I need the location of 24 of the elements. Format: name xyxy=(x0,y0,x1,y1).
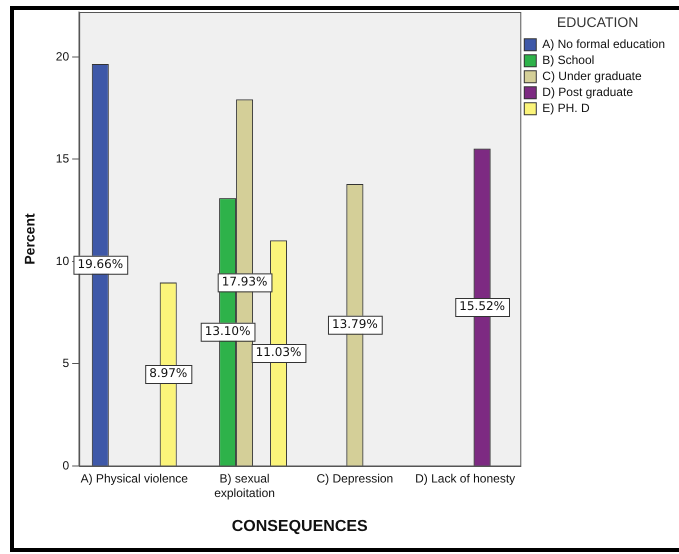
data-label: 17.93% xyxy=(222,274,268,289)
x-tick-label: B) sexual exploitation xyxy=(214,472,275,500)
y-tick-label: 15 xyxy=(56,152,70,166)
y-axis-title: Percent xyxy=(21,212,38,265)
x-tick-label: D) Lack of honesty xyxy=(415,472,516,486)
x-axis-title: CONSEQUENCES xyxy=(232,518,368,535)
data-label: 11.03% xyxy=(256,345,302,360)
x-tick-label: C) Depression xyxy=(316,472,394,486)
legend-label: D) Post graduate xyxy=(542,85,634,100)
y-tick-label: 5 xyxy=(62,356,70,370)
x-tick-label: A) Physical violence xyxy=(80,472,188,486)
legend-title: EDUCATION xyxy=(556,14,638,30)
data-label: 19.66% xyxy=(77,256,124,271)
data-label: 8.97% xyxy=(149,366,188,380)
data-label: 15.52% xyxy=(459,299,505,314)
y-tick-label: 10 xyxy=(56,254,70,268)
y-tick-label: 0 xyxy=(62,458,70,472)
y-tick-label: 20 xyxy=(56,49,70,64)
legend-label: B) School xyxy=(542,53,594,68)
legend-label: E) PH. D xyxy=(542,101,590,116)
data-label: 13.10% xyxy=(204,324,250,338)
data-label: 13.79% xyxy=(332,316,378,331)
legend-label: C) Under graduate xyxy=(542,69,642,84)
legend-label: A) No formal education xyxy=(542,37,666,52)
